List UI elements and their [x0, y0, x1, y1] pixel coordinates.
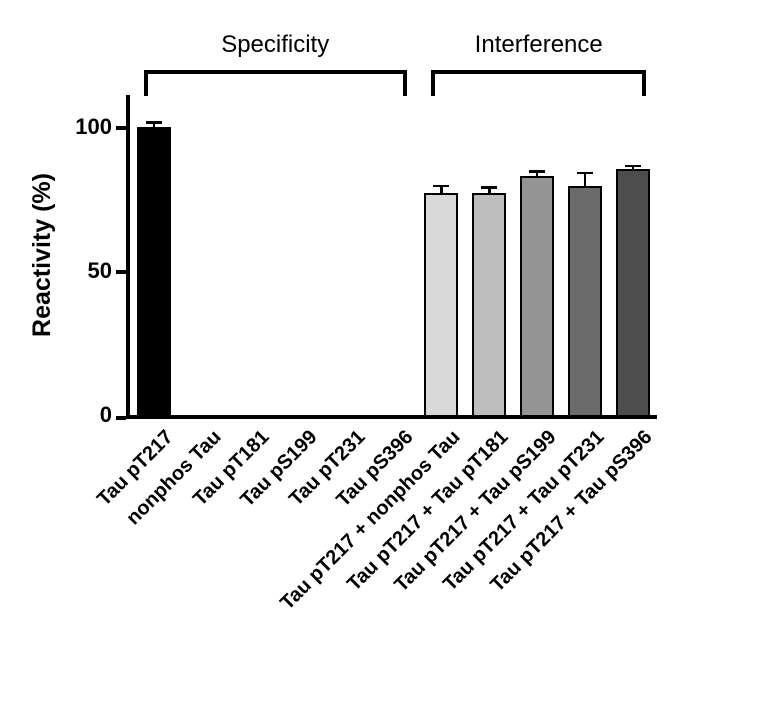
error-bar-stem [583, 173, 587, 187]
group-label: Specificity [221, 31, 330, 58]
error-bar-cap [625, 164, 642, 168]
y-tick-label: 100 [75, 114, 112, 139]
group-bracket [143, 70, 407, 74]
y-tick-mark [116, 270, 126, 274]
data-bar [424, 193, 459, 417]
error-bar-cap [577, 171, 594, 175]
error-bar-stem [535, 171, 539, 176]
data-bar [568, 186, 603, 417]
group-label: Interference [474, 31, 603, 58]
data-bar [616, 168, 651, 417]
x-axis-line [126, 415, 657, 419]
error-bar-stem [488, 187, 491, 194]
error-bar-cap [529, 170, 546, 173]
y-tick-label: 0 [99, 402, 112, 427]
error-bar-stem [440, 186, 443, 194]
y-tick-label: 50 [87, 258, 112, 283]
error-bar-cap [481, 186, 498, 189]
y-tick-mark [116, 416, 126, 420]
y-axis-line [126, 95, 130, 419]
group-bracket-end [431, 70, 436, 96]
error-bar-stem [152, 122, 156, 127]
data-bar [472, 193, 507, 417]
data-bar [136, 127, 171, 417]
group-bracket-end [642, 70, 647, 96]
group-bracket-end [402, 70, 407, 96]
error-bar-cap [433, 184, 450, 188]
error-bar-stem [631, 165, 635, 169]
group-bracket-end [143, 70, 148, 96]
group-bracket [431, 70, 647, 74]
error-bar-cap [145, 121, 162, 124]
y-tick-mark [116, 126, 126, 130]
data-bar [520, 175, 555, 417]
